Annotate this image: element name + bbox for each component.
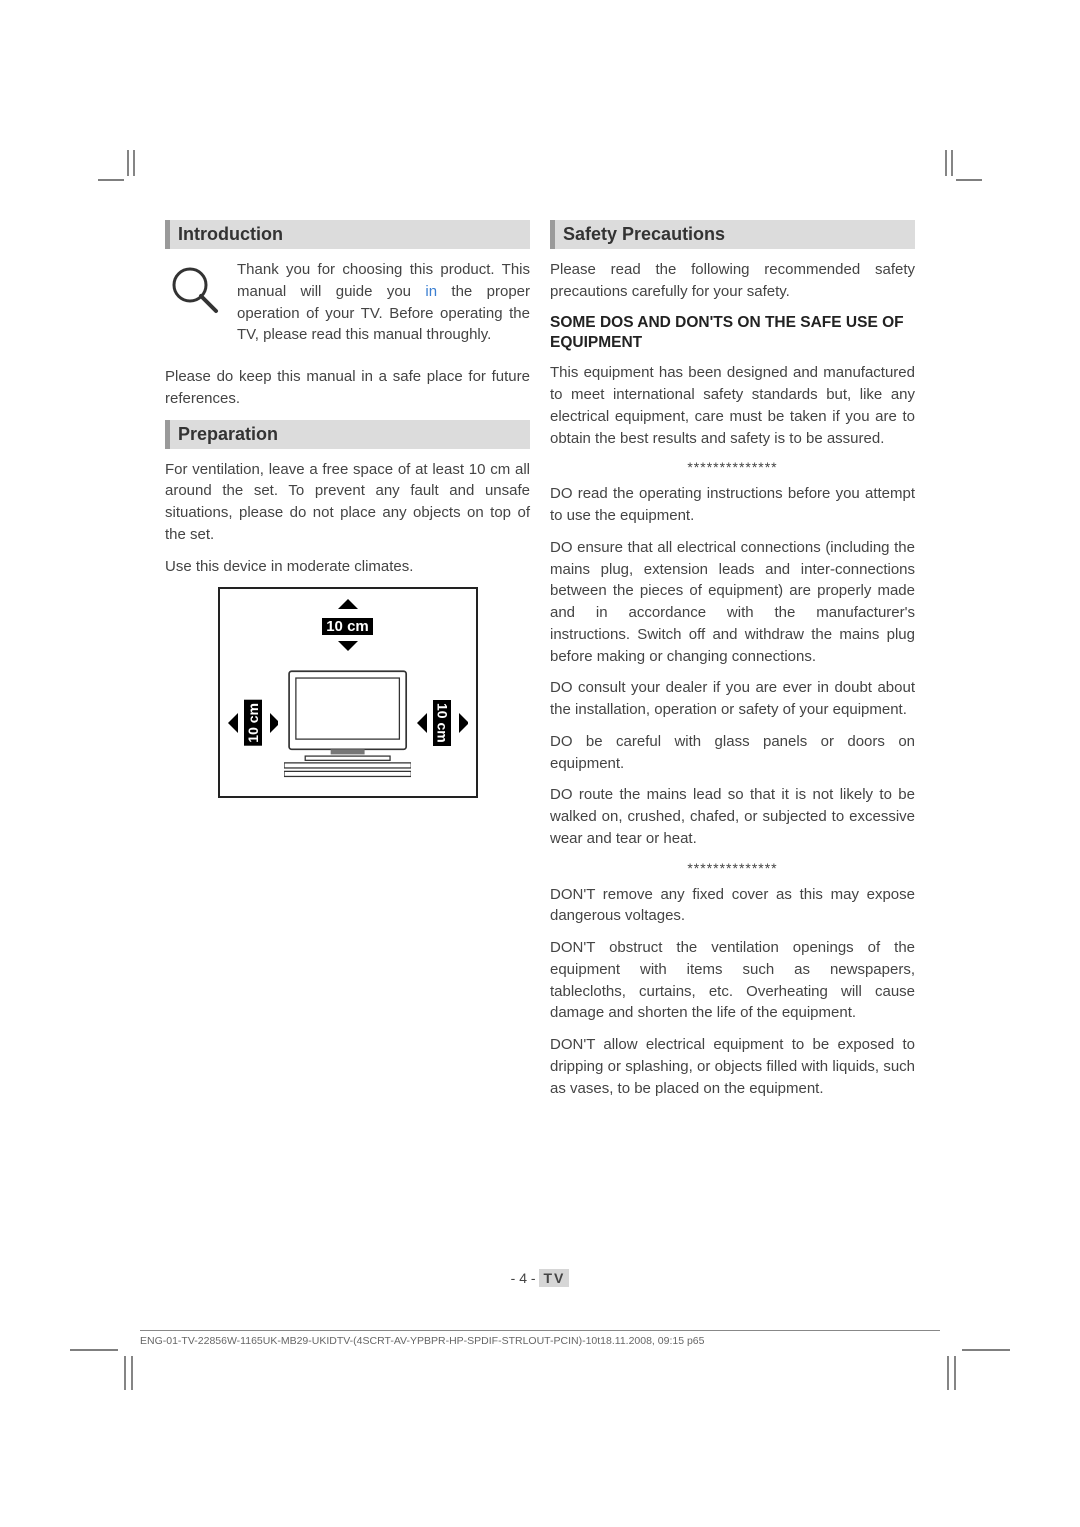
subheading-dos-donts: SOME DOS AND DON'TS ON THE SAFE USE OF E… xyxy=(550,313,915,355)
arrow-left-inner-icon xyxy=(417,710,427,736)
do-5: DO route the mains lead so that it is no… xyxy=(550,784,915,849)
tv-illustration-icon xyxy=(284,658,411,788)
intro-in-link: in xyxy=(425,283,437,300)
crop-mark-bottom-left xyxy=(70,1340,140,1390)
left-column: Introduction Thank you for choosing this… xyxy=(165,220,530,1109)
dont-1: DON'T remove any fixed cover as this may… xyxy=(550,884,915,928)
arrow-left-icon xyxy=(228,710,238,736)
safety-p2: This equipment has been designed and man… xyxy=(550,362,915,449)
right-column: Safety Precautions Please read the follo… xyxy=(550,220,915,1109)
crop-mark-top-right xyxy=(942,150,982,190)
intro-paragraph-1: Thank you for choosing this product. Thi… xyxy=(237,259,530,346)
arrow-down-icon xyxy=(333,639,363,653)
do-4: DO be careful with glass panels or doors… xyxy=(550,731,915,775)
divider-stars-2: ************** xyxy=(550,860,915,876)
figure-label-right: 10 cm xyxy=(433,700,451,746)
crop-mark-bottom-right xyxy=(940,1340,1010,1390)
heading-introduction: Introduction xyxy=(165,220,530,249)
heading-preparation: Preparation xyxy=(165,420,530,449)
arrow-right-inner-icon xyxy=(268,710,278,736)
page-content: Introduction Thank you for choosing this… xyxy=(165,220,915,1109)
intro-paragraph-2: Please do keep this manual in a safe pla… xyxy=(165,366,530,410)
footer-tv-label: TV xyxy=(539,1269,569,1287)
figure-label-left: 10 cm xyxy=(244,700,262,746)
do-3: DO consult your dealer if you are ever i… xyxy=(550,677,915,721)
arrow-right-icon xyxy=(457,710,467,736)
magnifier-icon xyxy=(165,259,225,356)
crop-mark-top-left xyxy=(98,150,138,190)
dont-2: DON'T obstruct the ventilation openings … xyxy=(550,937,915,1024)
do-1: DO read the operating instructions befor… xyxy=(550,483,915,527)
arrow-up-icon xyxy=(333,599,363,613)
page-number: - 4 - xyxy=(511,1270,536,1286)
ventilation-figure: 10 cm 10 cm xyxy=(218,587,478,798)
page-footer: - 4 - TV xyxy=(165,1270,915,1286)
prep-paragraph-1: For ventilation, leave a free space of a… xyxy=(165,459,530,546)
prep-paragraph-2: Use this device in moderate climates. xyxy=(165,556,530,578)
divider-stars-1: ************** xyxy=(550,459,915,475)
do-2: DO ensure that all electrical connection… xyxy=(550,537,915,668)
heading-safety: Safety Precautions xyxy=(550,220,915,249)
safety-intro: Please read the following recommended sa… xyxy=(550,259,915,303)
file-footer-line: ENG-01-TV-22856W-1165UK-MB29-UKIDTV-(4SC… xyxy=(140,1330,940,1347)
dont-3: DON'T allow electrical equipment to be e… xyxy=(550,1034,915,1099)
figure-label-top: 10 cm xyxy=(228,618,468,635)
